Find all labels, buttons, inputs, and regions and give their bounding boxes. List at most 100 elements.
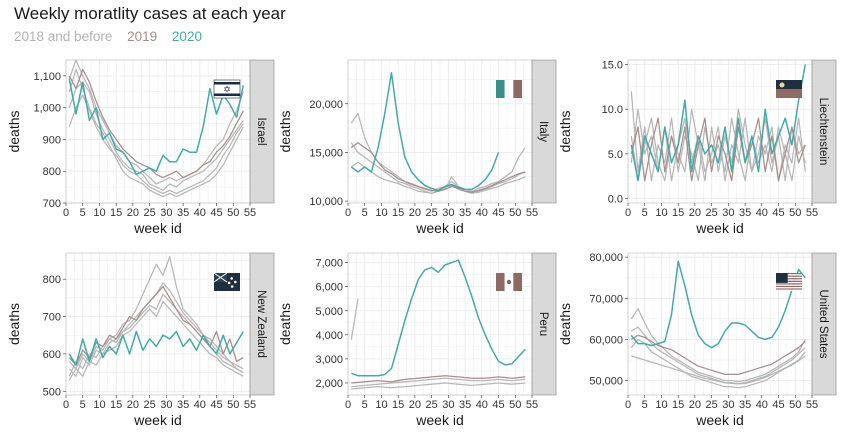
legend: 2018 and before 2019 2020 (14, 29, 213, 44)
x-tick-label: 0 (345, 207, 351, 219)
x-tick-label: 55 (244, 399, 256, 411)
series-line-old (630, 307, 806, 383)
y-tick-label: 60,000 (589, 334, 623, 346)
x-tick-label: 40 (756, 399, 768, 411)
x-tick-label: 25 (426, 207, 438, 219)
x-tick-label: 25 (706, 207, 718, 219)
y-tick-label: 80,000 (589, 252, 623, 264)
series-line-old (630, 338, 806, 389)
series-line-y2019 (350, 142, 526, 193)
x-tick-label: 0 (625, 399, 631, 411)
y-tick-label: 3,000 (315, 354, 343, 366)
x-tick-label: 35 (739, 399, 751, 411)
facet-strip (531, 252, 557, 396)
y-tick-label: 6,000 (315, 282, 343, 294)
series-line-y2020 (68, 78, 245, 176)
series-group (68, 59, 245, 198)
x-tick-label: 15 (392, 399, 404, 411)
x-tick-label: 15 (672, 399, 684, 411)
series-line-y2019 (351, 375, 526, 384)
x-tick-label: 50 (789, 207, 801, 219)
series-group (630, 64, 807, 182)
series-line-y2019 (630, 334, 806, 376)
x-tick-label: 20 (689, 207, 701, 219)
x-tick-label: 35 (459, 207, 471, 219)
series-line-y2020 (630, 260, 806, 349)
panel-peru: Peru 0 5 10 15 20 25 30 35 40 45 50 55 2,000 3,000 4,00… (277, 252, 557, 428)
x-axis-title: week id (695, 220, 743, 236)
y-tick-label: 700 (43, 198, 61, 210)
x-tick-label: 45 (772, 207, 784, 219)
series-group (350, 259, 526, 390)
legend-item-2019: 2019 (127, 29, 158, 44)
x-tick-label: 35 (739, 207, 751, 219)
x-tick-label: 50 (227, 207, 239, 219)
peru-flag-icon (496, 273, 522, 291)
x-tick-label: 15 (672, 207, 684, 219)
x-tick-label: 30 (160, 399, 172, 411)
x-tick-label: 40 (194, 207, 206, 219)
y-tick-label: 7,000 (315, 258, 343, 270)
x-tick-label: 45 (210, 399, 222, 411)
chart-title: Weekly moratlity cases at each year (14, 4, 286, 23)
series-line-old (68, 256, 244, 377)
x-tick-label: 10 (93, 399, 105, 411)
facet-strip (811, 59, 837, 204)
x-tick-label: 20 (127, 399, 139, 411)
italy-flag-icon (496, 80, 522, 98)
x-tick-label: 10 (375, 207, 387, 219)
x-tick-label: 45 (492, 399, 504, 411)
legend-item-old: 2018 and before (14, 29, 113, 44)
series-line-old (68, 94, 244, 195)
x-axis-title: week id (415, 412, 463, 428)
series-line-old (350, 112, 526, 192)
x-tick-label: 25 (426, 399, 438, 411)
facet-label: Peru (537, 312, 549, 336)
x-tick-label: 5 (80, 207, 86, 219)
x-tick-label: 30 (722, 207, 734, 219)
x-tick-label: 10 (375, 399, 387, 411)
series-group (68, 256, 244, 381)
x-tick-label: 50 (509, 207, 521, 219)
series-line-old (630, 326, 806, 385)
x-tick-label: 45 (492, 207, 504, 219)
facet-strip (249, 252, 275, 396)
x-tick-label: 35 (459, 399, 471, 411)
y-axis-title: deaths (6, 110, 22, 152)
gridlines (347, 253, 533, 396)
series-line-old (68, 59, 244, 185)
x-tick-label: 40 (476, 207, 488, 219)
y-tick-label: 5,000 (315, 306, 343, 318)
x-tick-label: 55 (526, 207, 538, 219)
svg-text:✡: ✡ (223, 85, 231, 95)
facet-strip (531, 59, 557, 204)
y-tick-label: 2,000 (315, 378, 343, 390)
x-tick-label: 0 (345, 399, 351, 411)
x-tick-label: 10 (655, 399, 667, 411)
y-axis-title: deaths (6, 303, 22, 345)
united-states-flag-icon (776, 273, 802, 291)
x-tick-label: 5 (642, 399, 648, 411)
israel-flag-icon: ✡ (213, 79, 241, 99)
x-tick-label: 25 (706, 399, 718, 411)
x-tick-label: 5 (362, 207, 368, 219)
x-tick-label: 45 (772, 399, 784, 411)
x-tick-label: 5 (80, 399, 86, 411)
x-tick-label: 40 (194, 399, 206, 411)
y-axis-title: deaths (277, 303, 293, 345)
x-tick-label: 10 (93, 207, 105, 219)
series-line-y2019 (630, 117, 806, 182)
x-tick-label: 50 (789, 399, 801, 411)
x-tick-label: 35 (177, 207, 189, 219)
x-tick-label: 5 (642, 207, 648, 219)
series-line-y2020 (68, 330, 244, 366)
y-tick-label: 50,000 (589, 376, 623, 388)
y-axis-title: deaths (557, 110, 573, 152)
y-tick-label: 600 (43, 349, 61, 361)
x-tick-label: 55 (244, 207, 256, 219)
y-tick-label: 0.0 (608, 194, 623, 206)
series-line-old (68, 300, 244, 381)
y-tick-label: 1,000 (33, 103, 61, 115)
